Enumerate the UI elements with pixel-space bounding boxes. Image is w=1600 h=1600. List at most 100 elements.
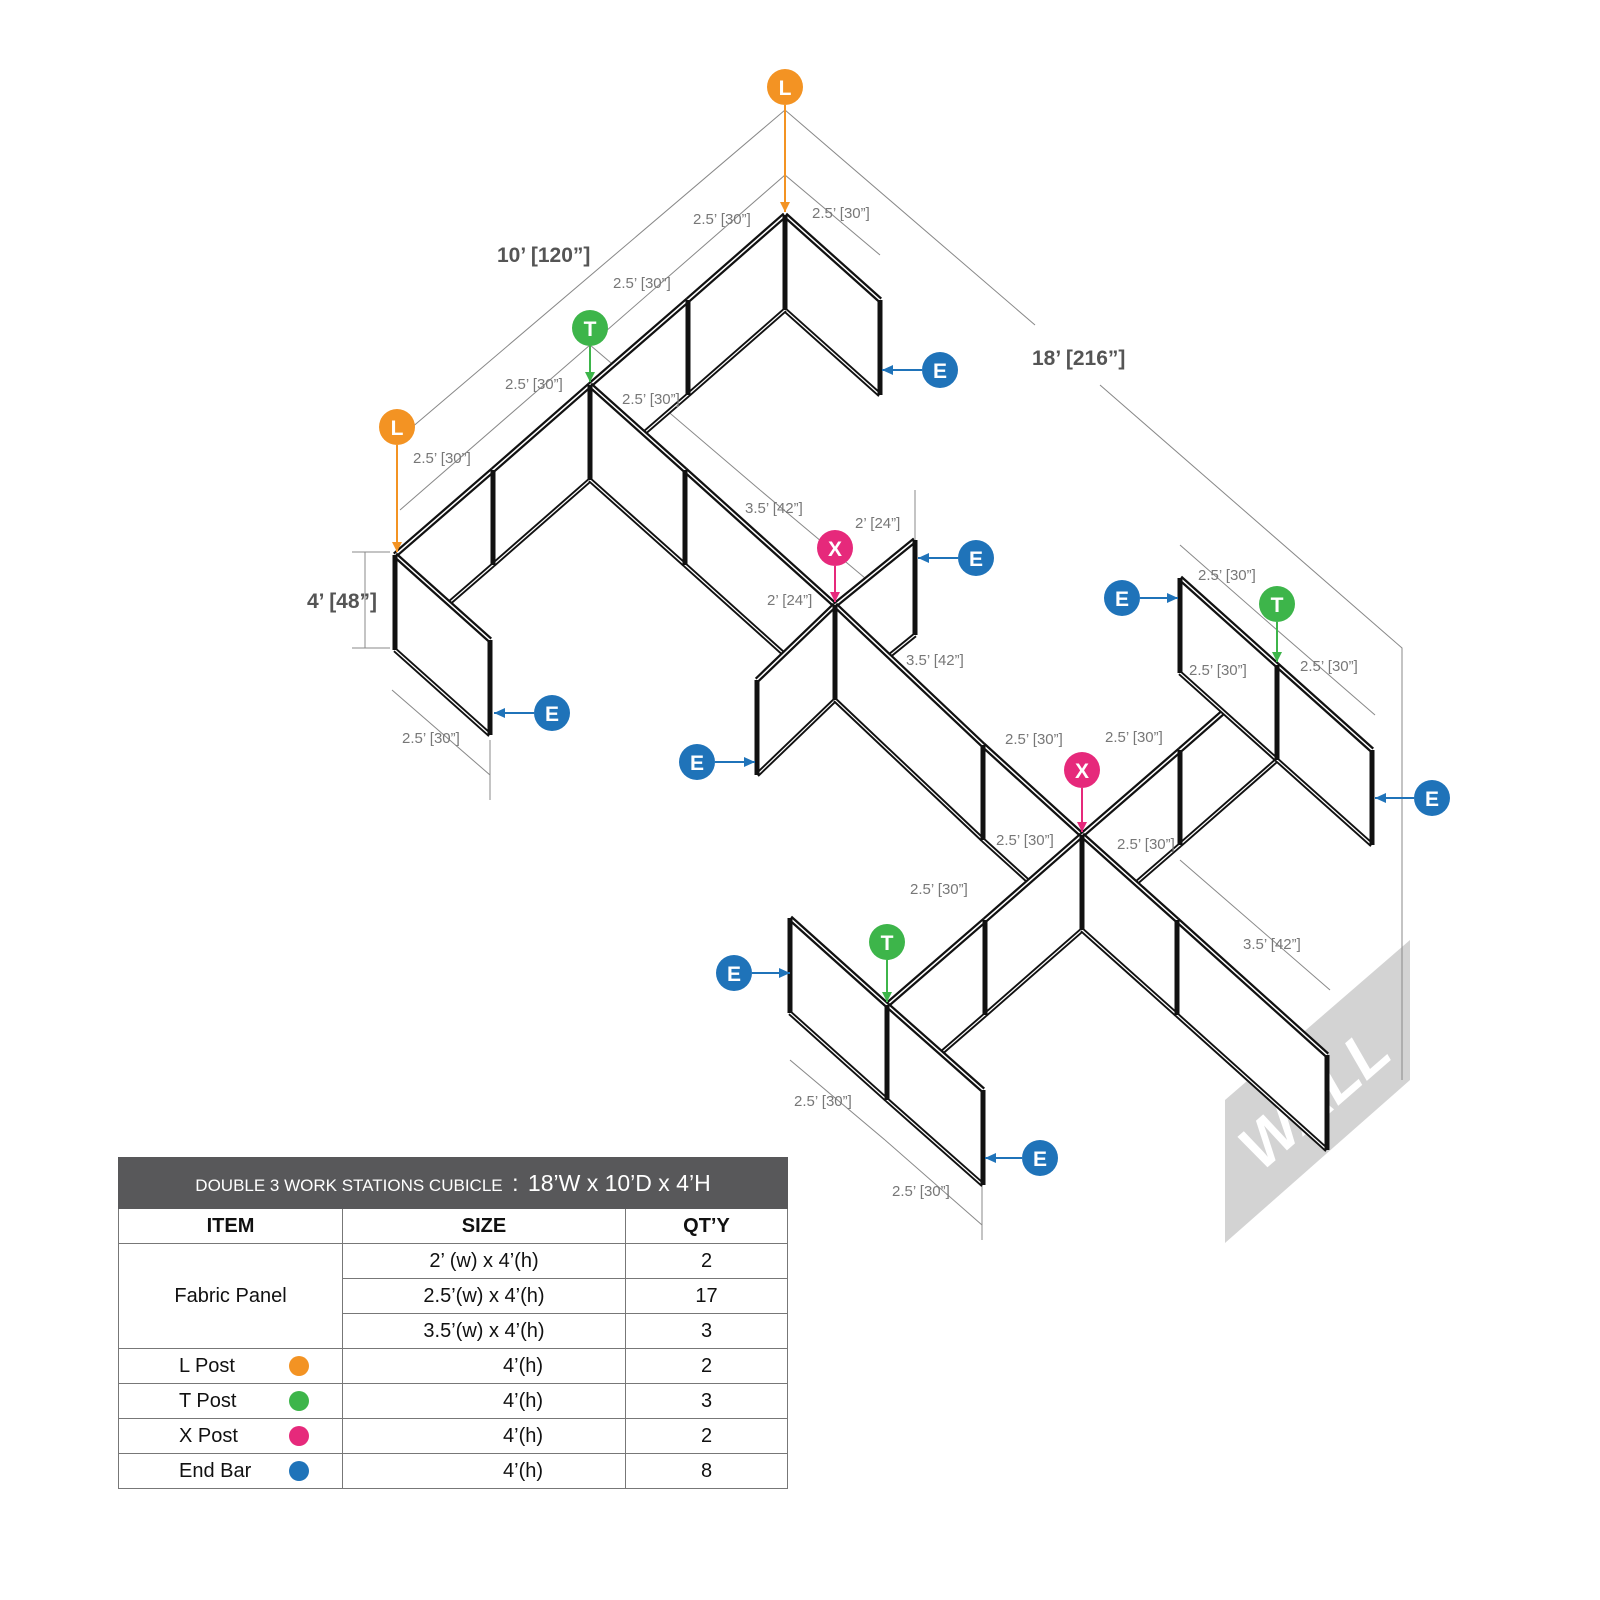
- marker-circle-icon: [922, 352, 958, 388]
- marker-letter: T: [1271, 594, 1284, 617]
- dim-label: 2’ [24”]: [767, 592, 812, 609]
- fabric-panel: [782, 212, 883, 397]
- arrowhead-icon: [392, 542, 402, 552]
- table-row: T Post 4’(h) 3: [118, 1383, 788, 1419]
- dim-label: 2.5’ [30”]: [1117, 836, 1175, 853]
- l-post-marker: L: [767, 69, 803, 212]
- marker-letter: E: [969, 548, 983, 571]
- marker-circle-icon: [1064, 752, 1100, 788]
- end-bar-marker: E: [918, 540, 994, 576]
- fabric-panel: [1274, 662, 1375, 847]
- qty-cell: 17: [625, 1278, 788, 1314]
- marker-circle-icon: [1414, 780, 1450, 816]
- item-cell: T Post: [118, 1383, 343, 1419]
- end-bar-marker: E: [1375, 780, 1450, 816]
- item-label: L Post: [179, 1354, 235, 1377]
- marker-circle-icon: [869, 924, 905, 960]
- arrowhead-icon: [830, 592, 840, 602]
- marker-circle-icon: [379, 409, 415, 445]
- qty-cell: 3: [625, 1383, 788, 1419]
- fabric-panel: [983, 832, 1084, 1017]
- arrowhead-icon: [1272, 652, 1282, 662]
- size-cell: 2’ (w) x 4’(h): [342, 1243, 626, 1279]
- marker-letter: T: [881, 932, 894, 955]
- header-item: ITEM: [118, 1208, 343, 1244]
- dim-label: 3.5’ [42”]: [1243, 936, 1301, 953]
- marker-letter: X: [828, 538, 842, 561]
- arrowhead-icon: [918, 553, 929, 563]
- dim-label: 3.5’ [42”]: [745, 500, 803, 517]
- title-separator: :: [512, 1169, 519, 1196]
- dim-label: 2.5’ [30”]: [996, 832, 1054, 849]
- arrowhead-icon: [882, 992, 892, 1002]
- marker-letter: T: [584, 318, 597, 341]
- table-row: X Post 4’(h) 2: [118, 1418, 788, 1454]
- post-markers: L L T T T X X E E E E E E E E: [379, 69, 1450, 1176]
- fabric-panel: [787, 915, 890, 1102]
- arrowhead-icon: [985, 1153, 996, 1163]
- qty-cell: 2: [625, 1418, 788, 1454]
- t-post-marker: T: [1259, 586, 1295, 662]
- item-cell: Fabric Panel: [118, 1243, 343, 1349]
- arrowhead-icon: [1375, 793, 1386, 803]
- overall-dimensions: 10’ [120”] 18’ [216”] 4’ [48”]: [307, 244, 1125, 613]
- marker-letter: E: [933, 360, 947, 383]
- marker-circle-icon: [1104, 580, 1140, 616]
- table-row: Fabric Panel 2’ (w) x 4’(h) 2: [118, 1243, 788, 1349]
- parts-table: DOUBLE 3 WORK STATIONS CUBICLE : 18’W x …: [118, 1157, 788, 1489]
- marker-circle-icon: [817, 530, 853, 566]
- header-qty: QT’Y: [625, 1208, 788, 1244]
- size-cell: 2.5’(w) x 4’(h): [342, 1278, 626, 1314]
- dim-label: 2’ [24”]: [855, 515, 900, 532]
- marker-letter: E: [1425, 788, 1439, 811]
- qty-cell: 3: [625, 1313, 788, 1349]
- post-color-dot-icon: [289, 1461, 309, 1482]
- size-cell: 4’(h): [342, 1418, 626, 1454]
- dim-label: 2.5’ [30”]: [1300, 658, 1358, 675]
- dim-label: 2.5’ [30”]: [1189, 662, 1247, 679]
- arrowhead-icon: [780, 202, 790, 212]
- fabric-panel: [1079, 832, 1180, 1017]
- panels: [392, 212, 1375, 1187]
- marker-letter: E: [690, 752, 704, 775]
- end-bar-marker: E: [716, 955, 790, 991]
- x-post-marker: X: [817, 530, 853, 602]
- item-cell: L Post: [118, 1348, 343, 1384]
- marker-circle-icon: [1022, 1140, 1058, 1176]
- dim-label: 2.5’ [30”]: [1198, 567, 1256, 584]
- dim-label: 2.5’ [30”]: [812, 205, 870, 222]
- table-row: 2.5’(w) x 4’(h) 17: [119, 1278, 788, 1314]
- marker-letter: E: [727, 963, 741, 986]
- dim-label: 2.5’ [30”]: [413, 450, 471, 467]
- dim-label: 2.5’ [30”]: [910, 881, 968, 898]
- arrowhead-icon: [585, 372, 595, 382]
- end-bar-marker: E: [882, 352, 958, 388]
- post-color-dot-icon: [289, 1426, 309, 1447]
- qty-cell: 2: [625, 1348, 788, 1384]
- arrowhead-icon: [1077, 822, 1087, 832]
- item-label: End Bar: [179, 1459, 252, 1482]
- qty-cell: 2: [625, 1243, 788, 1279]
- item-cell: End Bar: [118, 1453, 343, 1489]
- dim-label: 3.5’ [42”]: [906, 652, 964, 669]
- t-post-marker: T: [572, 310, 608, 382]
- size-cell: 4’(h): [342, 1383, 626, 1419]
- fabric-panel: [491, 382, 592, 567]
- marker-circle-icon: [958, 540, 994, 576]
- arrowhead-icon: [744, 757, 755, 767]
- item-label: T Post: [179, 1389, 237, 1412]
- dim-label: 2.5’ [30”]: [693, 211, 751, 228]
- marker-letter: L: [779, 77, 792, 100]
- dim-label: 2.5’ [30”]: [622, 391, 680, 408]
- item-cell: X Post: [118, 1418, 343, 1454]
- dim-label: 2.5’ [30”]: [505, 376, 563, 393]
- x-post-marker: X: [1064, 752, 1100, 832]
- arrowhead-icon: [882, 365, 893, 375]
- fabric-panel: [686, 212, 787, 397]
- fabric-panel: [1174, 917, 1330, 1152]
- dim-label: 2.5’ [30”]: [1105, 729, 1163, 746]
- dim-label: 2.5’ [30”]: [613, 275, 671, 292]
- fabric-panel: [832, 602, 986, 842]
- panel-dimensions: 2.5’ [30”] 2.5’ [30”] 2.5’ [30”] 2.5’ [3…: [402, 205, 1358, 1200]
